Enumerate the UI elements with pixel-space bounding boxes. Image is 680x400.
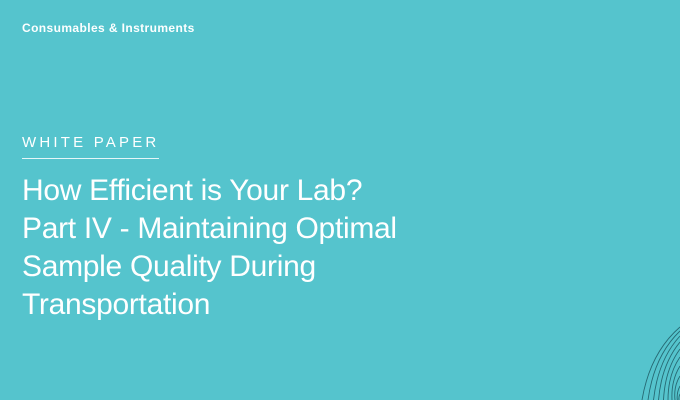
wave-lines-decoration [641,326,680,400]
title-line-2: Part IV - Maintaining Optimal [22,212,397,245]
page-title: How Efficient is Your Lab? Part IV - Mai… [22,172,622,324]
eyebrow-white-paper: WHITE PAPER [22,134,160,159]
category-label: Consumables & Instruments [22,21,195,35]
title-line-3: Sample Quality During [22,250,316,283]
title-line-4: Transportation [22,288,211,321]
title-line-1: How Efficient is Your Lab? [22,174,363,207]
